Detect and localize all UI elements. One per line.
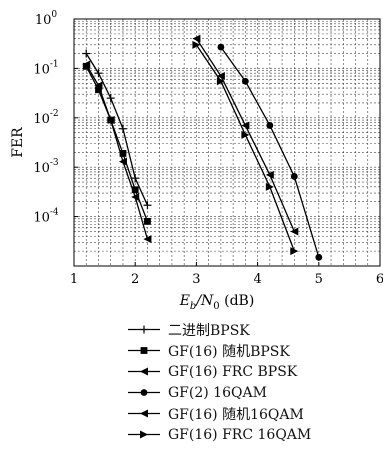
legend: 二进制BPSK GF(16) 随机BPSK GF(16) FRC BPSK GF…: [126, 319, 311, 445]
legend-label: GF(16) 随机16QAM: [168, 406, 304, 423]
marker-square: [119, 150, 127, 157]
marker-plus: [143, 201, 152, 210]
y-tick-exponent: -3: [50, 158, 59, 168]
marker-triangle-left: [140, 409, 148, 418]
legend-label: GF(16) FRC 16QAM: [168, 426, 312, 443]
marker-triangle-right: [192, 40, 201, 49]
x-tick-label: 1: [70, 272, 78, 287]
marker-circle: [241, 77, 249, 85]
legend-item: GF(16) 随机16QAM: [126, 403, 311, 424]
marker-triangle-left: [265, 170, 274, 179]
legend-label: GF(16) FRC BPSK: [168, 363, 298, 380]
marker-triangle-left: [290, 227, 299, 236]
legend-item: GF(16) FRC BPSK: [126, 361, 311, 382]
marker-triangle-left: [241, 121, 250, 130]
marker-triangle-left: [82, 60, 91, 69]
y-tick-label: 100: [35, 10, 58, 28]
y-tick-exponent: -2: [50, 109, 59, 119]
marker-circle: [290, 173, 298, 180]
marker-plus: [118, 124, 127, 133]
marker-square: [144, 217, 151, 225]
series-2: [82, 62, 151, 225]
marker-triangle-left: [94, 81, 103, 90]
series-5: [192, 34, 299, 236]
marker-plus: [140, 325, 148, 334]
x-tick-label: 6: [376, 272, 383, 287]
marker-circle: [140, 389, 148, 396]
y-tick-base: 10: [33, 161, 50, 176]
y-tick-base: 10: [33, 112, 50, 127]
marker-triangle-right: [290, 247, 299, 256]
legend-symbol: [128, 347, 160, 354]
grid: [74, 19, 380, 266]
series-layer: [82, 34, 323, 261]
y-tick-base: 10: [33, 62, 50, 77]
marker-triangle-right: [140, 430, 148, 439]
marker-circle: [315, 253, 323, 261]
marker-plus: [82, 49, 91, 58]
y-tick-label: 10-2: [33, 109, 58, 127]
series-3: [82, 60, 152, 244]
series-1: [82, 49, 152, 210]
marker-square: [140, 347, 148, 354]
y-tick-exponent: -4: [50, 208, 59, 218]
xlabel-sub1: b: [190, 301, 196, 312]
xlabel-sub2: 0: [213, 301, 219, 312]
series-line: [85, 64, 149, 240]
series-4: [217, 43, 323, 261]
series-line: [85, 53, 149, 206]
xlabel-unit: (dB): [220, 293, 255, 309]
legend-symbol: [128, 367, 160, 376]
legend-item: GF(16) 随机BPSK: [126, 340, 311, 361]
marker-triangle-right: [265, 182, 274, 191]
xlabel-mid: /N: [194, 293, 214, 309]
marker-plus: [106, 94, 115, 103]
xlabel-main: E: [179, 293, 190, 309]
marker-triangle-left: [140, 367, 148, 376]
marker-triangle-left: [216, 72, 225, 81]
x-tick-label: 4: [253, 272, 261, 287]
legend-symbol: [128, 325, 160, 334]
legend-item: GF(2) 16QAM: [126, 382, 311, 403]
marker-square: [95, 86, 102, 94]
y-tick-base: 10: [35, 13, 52, 28]
y-tick-base: 10: [33, 211, 50, 226]
legend-symbol: [128, 389, 160, 396]
y-tick-label: 10-3: [33, 158, 59, 176]
y-tick-exponent: 0: [51, 10, 57, 20]
marker-triangle-right: [241, 130, 250, 139]
marker-triangle-left: [143, 235, 152, 244]
marker-triangle-left: [106, 116, 115, 125]
marker-triangle-right: [216, 77, 225, 86]
marker-circle: [217, 43, 225, 51]
x-tick-label: 2: [131, 272, 139, 287]
legend-item: 二进制BPSK: [126, 319, 311, 340]
marker-triangle-left: [118, 157, 127, 166]
series-6: [192, 40, 299, 256]
legend-symbol: [128, 430, 160, 439]
legend-label: GF(16) 随机BPSK: [168, 343, 290, 360]
x-tick-label: 3: [192, 272, 200, 287]
marker-triangle-left: [131, 192, 140, 201]
y-tick-exponent: -1: [50, 59, 59, 69]
x-axis-label: Eb/N0 (dB): [179, 293, 255, 312]
legend-label: GF(2) 16QAM: [168, 384, 267, 401]
y-tick-label: 10-4: [33, 208, 59, 226]
legend-label: 二进制BPSK: [168, 322, 250, 339]
y-tick-label: 10-1: [33, 59, 58, 77]
marker-plus: [131, 174, 140, 183]
x-tick-label: 5: [315, 272, 323, 287]
marker-square: [131, 186, 139, 194]
legend-item: GF(16) FRC 16QAM: [126, 424, 311, 445]
y-axis-label: FER: [10, 127, 26, 158]
marker-triangle-left: [192, 34, 201, 43]
marker-plus: [94, 69, 103, 78]
plot-frame: [73, 18, 381, 267]
legend-symbol: [128, 409, 160, 418]
marker-circle: [266, 122, 274, 129]
